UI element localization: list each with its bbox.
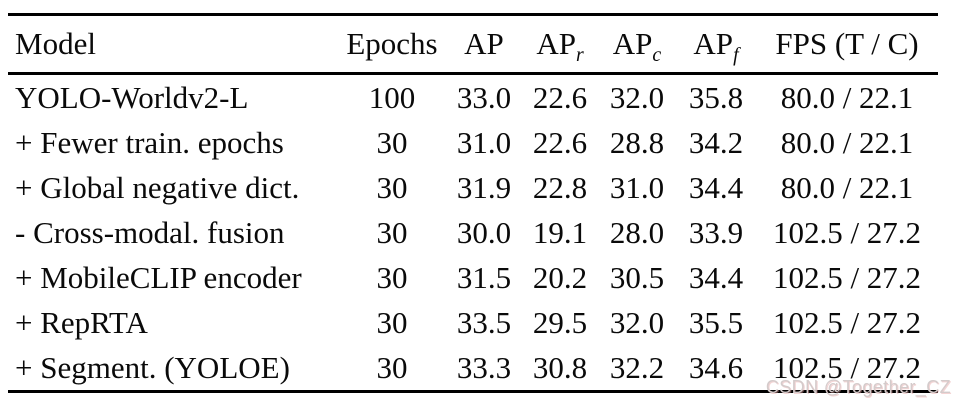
col-header-epochs: Epochs (338, 14, 446, 75)
cell-epochs: 30 (376, 125, 408, 160)
ablation-results-table: Model Epochs AP APr APc APf FPS (T / C) … (8, 13, 938, 393)
cell-fps: 102.5 / 27.2 (772, 215, 922, 250)
col-header-ap-r: APr (522, 14, 598, 75)
cell-ap-c: 32.2 (609, 350, 665, 385)
cell-ap-r: 30.8 (532, 350, 588, 385)
cell-ap-f: 34.6 (688, 350, 744, 385)
cell-model: + Fewer train. epochs (15, 125, 284, 160)
cell-ap-r: 20.2 (532, 260, 588, 295)
cell-ap-r: 29.5 (532, 305, 588, 340)
col-header-fps: FPS (T / C) (756, 14, 938, 75)
col-header-ap-f-subscript: f (733, 44, 739, 67)
cell-model: YOLO-Worldv2-L (15, 80, 249, 115)
cell-epochs: 30 (376, 215, 408, 250)
cell-fps: 80.0 / 22.1 (780, 80, 914, 115)
cell-ap-f: 34.4 (688, 170, 744, 205)
cell-ap-c: 32.0 (609, 80, 665, 115)
cell-fps: 102.5 / 27.2 (772, 305, 922, 340)
cell-model: + Segment. (YOLOE) (15, 350, 290, 385)
col-header-ap-f: APf (676, 14, 756, 75)
table-header: Model Epochs AP APr APc APf FPS (T / C) (8, 14, 938, 75)
cell-fps: 80.0 / 22.1 (780, 125, 914, 160)
cell-epochs: 30 (376, 305, 408, 340)
cell-ap-c: 28.8 (609, 125, 665, 160)
col-header-ap-r-subscript: r (575, 44, 584, 67)
cell-model: + RepRTA (15, 305, 148, 340)
cell-ap: 30.0 (456, 215, 512, 250)
col-header-model: Model (8, 14, 338, 75)
col-header-ap-c-base: AP (612, 26, 653, 61)
cell-fps: 80.0 / 22.1 (780, 170, 914, 205)
col-header-ap-f-base: AP (693, 26, 734, 61)
table-row: + MobileCLIP encoder 30 31.5 20.2 30.5 3… (8, 255, 938, 300)
header-row: Model Epochs AP APr APc APf FPS (T / C) (8, 14, 938, 75)
cell-ap-f: 35.8 (688, 80, 744, 115)
cell-model: - Cross-modal. fusion (15, 215, 285, 250)
cell-ap-c: 31.0 (609, 170, 665, 205)
col-header-ap: AP (446, 14, 522, 75)
cell-ap: 31.0 (456, 125, 512, 160)
cell-ap-r: 22.6 (532, 80, 588, 115)
cell-epochs: 30 (376, 350, 408, 385)
table-row: - Cross-modal. fusion 30 30.0 19.1 28.0 … (8, 210, 938, 255)
cell-epochs: 30 (376, 260, 408, 295)
cell-model: + Global negative dict. (15, 170, 300, 205)
cell-epochs: 30 (376, 170, 408, 205)
cell-ap-r: 22.8 (532, 170, 588, 205)
cell-ap-f: 34.4 (688, 260, 744, 295)
cell-fps: 102.5 / 27.2 (772, 260, 922, 295)
cell-ap-r: 19.1 (532, 215, 588, 250)
col-header-ap-c-subscript: c (652, 44, 662, 67)
cell-ap-f: 34.2 (688, 125, 744, 160)
cell-fps: 102.5 / 27.2 (772, 350, 922, 385)
cell-ap: 33.3 (456, 350, 512, 385)
cell-epochs: 100 (368, 80, 416, 115)
cell-ap-f: 33.9 (688, 215, 744, 250)
cell-ap: 31.5 (456, 260, 512, 295)
cell-model: + MobileCLIP encoder (15, 260, 302, 295)
cell-ap-c: 32.0 (609, 305, 665, 340)
cell-ap-f: 35.5 (688, 305, 744, 340)
table-row: + RepRTA 30 33.5 29.5 32.0 35.5 102.5 / … (8, 300, 938, 345)
cell-ap-c: 30.5 (609, 260, 665, 295)
col-header-ap-r-base: AP (536, 26, 576, 61)
table-row: + Segment. (YOLOE) 30 33.3 30.8 32.2 34.… (8, 345, 938, 392)
col-header-ap-c: APc (598, 14, 676, 75)
cell-ap-c: 28.0 (609, 215, 665, 250)
cell-ap: 33.0 (456, 80, 512, 115)
cell-ap: 31.9 (456, 170, 512, 205)
cell-ap-r: 22.6 (532, 125, 588, 160)
table-row: + Global negative dict. 30 31.9 22.8 31.… (8, 165, 938, 210)
csdn-watermark: CSDN @Together_CZ (765, 377, 951, 397)
cell-ap: 33.5 (456, 305, 512, 340)
table-row: + Fewer train. epochs 30 31.0 22.6 28.8 … (8, 120, 938, 165)
table-body: YOLO-Worldv2-L 100 33.0 22.6 32.0 35.8 8… (8, 74, 938, 392)
table-row: YOLO-Worldv2-L 100 33.0 22.6 32.0 35.8 8… (8, 74, 938, 121)
